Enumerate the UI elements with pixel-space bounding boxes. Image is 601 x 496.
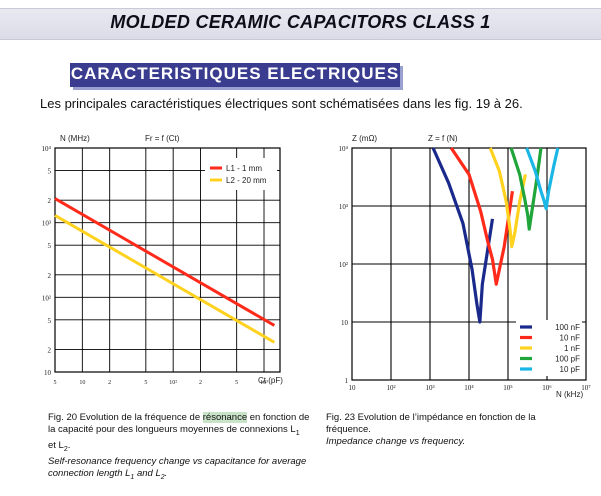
fig20-xtick-7: 10³ bbox=[260, 380, 268, 386]
fig20-y-ticks: 10⁴ 5 2 10³ 5 2 10² 5 2 10 bbox=[42, 145, 52, 377]
fig23-xtick-6: 10⁷ bbox=[581, 384, 591, 392]
document-header: MOLDED CERAMIC CAPACITORS CLASS 1 bbox=[0, 0, 601, 48]
fig20-lines bbox=[54, 197, 276, 344]
section-bar bbox=[70, 63, 400, 87]
fig20-xtick-4: 10² bbox=[169, 380, 177, 386]
fig20-series-1-line bbox=[54, 197, 276, 327]
fig23-caption-en: Impedance change vs frequency. bbox=[326, 436, 466, 447]
fig20-xlabel: Ct (pF) bbox=[258, 376, 283, 385]
fig20-ytick-9: 10 bbox=[44, 369, 52, 377]
fig20-sub1-a: 1 bbox=[295, 429, 300, 437]
header-title: MOLDED CERAMIC CAPACITORS CLASS 1 bbox=[110, 12, 491, 32]
fig20-ytick-0: 10⁴ bbox=[42, 145, 52, 153]
fig20-ytick-5: 2 bbox=[48, 272, 52, 280]
fig20-ytick-2: 2 bbox=[48, 197, 52, 205]
fig23-ytick-0: 10⁴ bbox=[339, 145, 349, 153]
fig23-ytick-2: 10² bbox=[339, 261, 348, 269]
fig23-formula: Z = f (N) bbox=[428, 134, 458, 143]
fig23-ytick-4: 1 bbox=[345, 377, 349, 385]
fig23-xtick-5: 10⁶ bbox=[542, 384, 552, 392]
fig23-xlabel: N (kHz) bbox=[556, 390, 583, 399]
fig20-caption-dot-a: . bbox=[67, 439, 71, 451]
fig20-ytick-7: 5 bbox=[48, 317, 52, 325]
fig20-caption: Fig. 20 Evolution de la fréquence de rés… bbox=[48, 412, 310, 484]
fig20-xtick-0: 5 bbox=[54, 380, 57, 386]
fig20-caption-highlight: résonance bbox=[202, 412, 248, 423]
fig20-xtick-2: 2 bbox=[108, 380, 111, 386]
fig23-series-1-line bbox=[431, 147, 495, 324]
fig20-caption-fr-c: et L bbox=[48, 439, 64, 451]
fig23-legend-label-4: 100 pF bbox=[555, 355, 580, 364]
fig20-caption-fr-b: en fonction de la capacité pour des long… bbox=[48, 412, 310, 435]
fig20-grid bbox=[55, 148, 280, 372]
fig20-caption-dot-b: . bbox=[164, 467, 168, 479]
fig20-xtick-1: 10 bbox=[79, 380, 85, 386]
fig23-series-2-line bbox=[449, 147, 515, 286]
fig20-series-2-line bbox=[54, 214, 276, 344]
fig20-ytick-8: 2 bbox=[48, 347, 52, 355]
fig20-caption-fr-a: Fig. 20 Evolution de la fréquence de bbox=[48, 412, 203, 423]
fig20-ytick-4: 5 bbox=[48, 242, 52, 250]
fig20-x-ticks: 5 10 2 5 10² 2 5 10³ bbox=[54, 380, 269, 386]
fig23-ylabel: Z (mΩ) bbox=[352, 134, 377, 143]
fig23-xtick-0: 10 bbox=[349, 384, 357, 392]
fig23-caption: Fig. 23 Evolution de l’impédance en fonc… bbox=[326, 412, 576, 448]
section-title: CARACTERISTIQUES ELECTRIQUES bbox=[70, 64, 400, 83]
fig23-legend-label-1: 100 nF bbox=[555, 323, 580, 332]
fig20-caption-en-b: and L bbox=[134, 467, 161, 479]
fig23-xtick-1: 10² bbox=[386, 384, 395, 392]
fig23-xtick-3: 10⁴ bbox=[464, 384, 474, 392]
header-band bbox=[0, 8, 601, 40]
fig23-x-ticks: 10 10² 10³ 10⁴ 10⁵ 10⁶ 10⁷ bbox=[349, 384, 592, 392]
fig23-y-ticks: 10⁴ 10³ 10² 10 1 bbox=[339, 145, 349, 385]
fig23-series-4-line bbox=[509, 147, 543, 231]
fig23-xtick-2: 10³ bbox=[425, 384, 434, 392]
fig20-sub2-b: 2 bbox=[160, 473, 165, 481]
fig20-sub1-b: 1 bbox=[130, 473, 135, 481]
fig20-formula: Fr = f (Ct) bbox=[145, 134, 180, 143]
fig20-ytick-3: 10³ bbox=[42, 220, 51, 228]
fig23-legend-label-2: 10 nF bbox=[560, 334, 581, 343]
fig23-lines bbox=[431, 147, 560, 324]
fig20-caption-en-a: Self-resonance frequency change vs capac… bbox=[48, 455, 307, 479]
fig23-xtick-4: 10⁵ bbox=[503, 384, 513, 392]
fig23-grid bbox=[352, 148, 586, 380]
fig20-sub2-a: 2 bbox=[63, 445, 68, 453]
fig20-ylabel: N (MHz) bbox=[60, 134, 90, 143]
intro-text: Les principales caractéristiques électri… bbox=[40, 96, 523, 111]
fig23-legend-label-5: 10 pF bbox=[560, 365, 581, 374]
fig20-legend-box bbox=[205, 158, 277, 190]
fig20-legend-label-1: L1 - 1 mm bbox=[226, 164, 262, 173]
fig20-xtick-5: 2 bbox=[199, 380, 202, 386]
fig23-series-3-line bbox=[488, 147, 528, 249]
fig20-ytick-6: 10² bbox=[42, 294, 51, 302]
fig23-caption-fr: Fig. 23 Evolution de l’impédance en fonc… bbox=[326, 412, 536, 435]
fig23-series-5-line bbox=[525, 147, 560, 211]
fig20-legend-label-2: L2 - 20 mm bbox=[226, 176, 267, 185]
fig20-xtick-3: 5 bbox=[144, 380, 147, 386]
fig20-legend: L1 - 1 mm L2 - 20 mm bbox=[210, 164, 267, 185]
fig23-ytick-1: 10³ bbox=[339, 203, 348, 211]
fig23-ytick-3: 10 bbox=[341, 319, 349, 327]
fig23-legend-label-3: 1 nF bbox=[564, 344, 580, 353]
fig20-xtick-6: 5 bbox=[235, 380, 238, 386]
fig20-ytick-1: 5 bbox=[48, 167, 52, 175]
